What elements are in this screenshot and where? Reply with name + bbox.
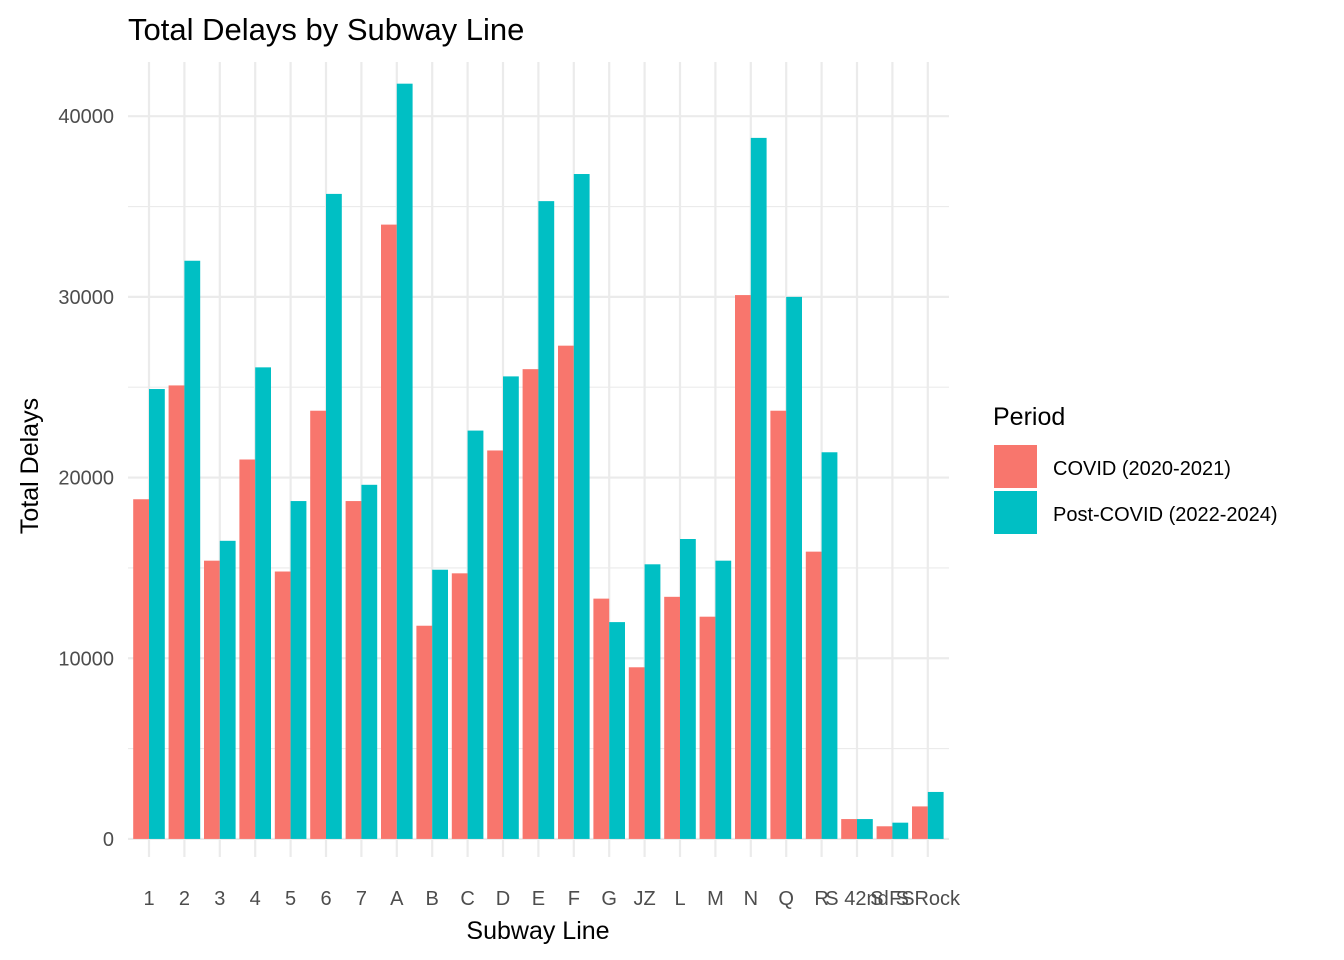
bar (255, 367, 271, 839)
x-tick-label: 7 (356, 888, 367, 910)
bars-layer (133, 83, 944, 839)
bar (522, 369, 539, 839)
legend-swatch-covid (994, 445, 1037, 488)
bar (274, 571, 291, 839)
x-tick-label: L (674, 888, 685, 910)
legend: Period COVID (2020-2021) Post-COVID (202… (993, 403, 1278, 534)
bar (538, 201, 555, 839)
y-tick-label: 40000 (58, 106, 114, 128)
bar (310, 410, 326, 839)
x-tick-label: M (707, 888, 724, 910)
x-tick-label: S FS (870, 888, 914, 910)
bar (735, 295, 751, 839)
y-tick-labels: 0 10000 20000 30000 40000 (58, 106, 114, 851)
x-tick-label: D (496, 888, 510, 910)
bar (857, 819, 873, 839)
bar (609, 622, 625, 839)
x-tick-label: R (814, 888, 828, 910)
chart-title: Total Delays by Subway Line (128, 12, 524, 47)
legend-swatch-post-covid (994, 491, 1037, 534)
bar (876, 826, 893, 839)
x-tick-label: JZ (633, 888, 655, 910)
x-tick-label: S Rock (896, 888, 961, 910)
y-tick-label: 0 (103, 829, 114, 851)
bar (467, 430, 484, 839)
bar (487, 450, 503, 839)
bar (396, 83, 413, 839)
x-axis-title: Subway Line (466, 917, 609, 945)
x-tick-label: A (390, 888, 404, 910)
bar (219, 540, 236, 839)
x-tick-label: 6 (320, 888, 331, 910)
y-tick-label: 10000 (58, 648, 114, 670)
bar (381, 224, 397, 839)
bar (750, 137, 767, 839)
x-tick-label: G (601, 888, 617, 910)
x-tick-label: N (744, 888, 758, 910)
bar (149, 389, 165, 839)
y-tick-label: 20000 (58, 468, 114, 490)
x-tick-label: 5 (285, 888, 296, 910)
bar (451, 573, 468, 839)
bar (558, 345, 574, 839)
bar (345, 501, 362, 839)
bar (786, 296, 802, 839)
x-tick-label: B (426, 888, 439, 910)
bar (927, 791, 944, 839)
bar (432, 569, 448, 839)
bar (715, 560, 732, 839)
x-tick-label: E (532, 888, 545, 910)
y-axis-title: Total Delays (16, 398, 44, 534)
bar (770, 410, 787, 839)
legend-label-covid: COVID (2020-2021) (1053, 458, 1231, 480)
bar (168, 385, 185, 839)
bar (912, 806, 928, 839)
bar (892, 822, 909, 839)
x-tick-label: S 42nd (825, 888, 888, 910)
x-tick-label: C (460, 888, 474, 910)
bar (416, 625, 433, 839)
bar (290, 501, 307, 839)
bar (361, 484, 378, 839)
x-tick-label: 1 (143, 888, 154, 910)
bar (821, 452, 838, 839)
bar (204, 560, 220, 839)
x-tick-label: 4 (250, 888, 261, 910)
bar (699, 616, 716, 839)
bar (593, 598, 610, 839)
x-tick-label: F (568, 888, 580, 910)
bar (573, 174, 590, 839)
bar (326, 193, 342, 839)
bar (184, 260, 201, 839)
bar (805, 551, 822, 839)
bar (841, 819, 857, 839)
bar (664, 596, 680, 839)
bar (503, 376, 519, 839)
bar (644, 564, 661, 839)
bar (133, 499, 149, 839)
legend-title: Period (993, 403, 1065, 431)
y-tick-label: 30000 (58, 287, 114, 309)
x-tick-label: 3 (214, 888, 225, 910)
bar (239, 459, 256, 839)
x-tick-label: Q (778, 888, 794, 910)
legend-label-post-covid: Post-COVID (2022-2024) (1053, 504, 1278, 526)
bar (628, 667, 645, 839)
bar (680, 539, 696, 839)
x-tick-label: 2 (179, 888, 190, 910)
